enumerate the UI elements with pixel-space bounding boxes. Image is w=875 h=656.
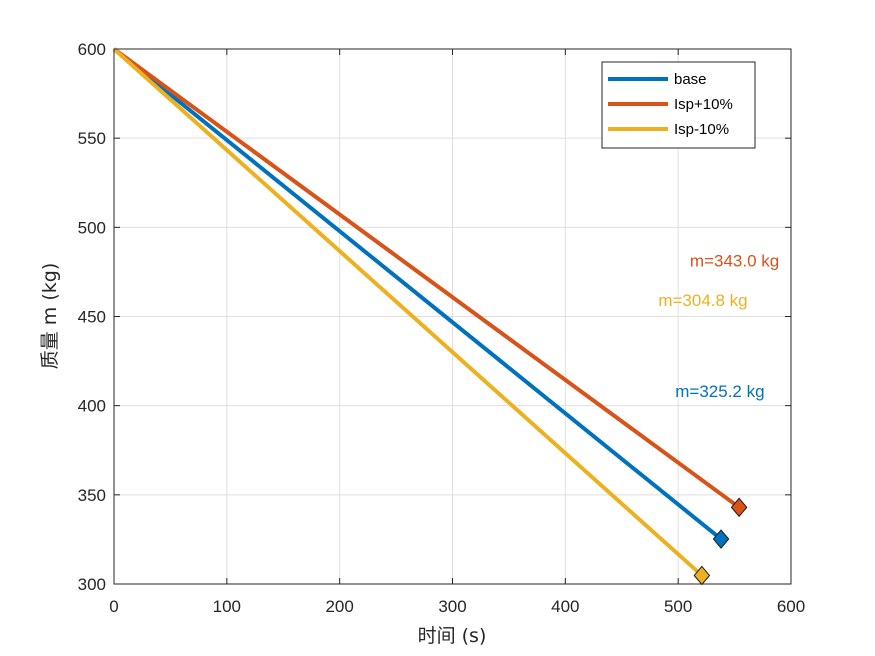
x-axis-label: 时间 (s) (418, 625, 487, 647)
end-mass-annotation: m=304.8 kg (658, 291, 747, 310)
x-tick-label: 500 (664, 597, 692, 616)
x-tick-label: 200 (325, 597, 353, 616)
annotations: m=343.0 kg m=304.8 kg m=325.2 kg (658, 252, 779, 401)
end-marker-base (712, 529, 730, 549)
y-axis-label: 质量 m (kg) (39, 263, 61, 369)
series-line-isp-10- (112, 47, 704, 577)
y-tick-label: 400 (78, 397, 106, 416)
legend-label: Isp-10% (674, 121, 729, 138)
x-tick-label: 600 (777, 597, 805, 616)
legend: base Isp+10% Isp-10% (601, 61, 756, 149)
x-tick-label: 300 (438, 597, 466, 616)
series-layer (112, 47, 748, 586)
y-tick-label: 550 (78, 129, 106, 148)
y-tick-label: 600 (78, 40, 106, 59)
x-tick-label: 100 (213, 597, 241, 616)
series-line-isp-10- (112, 47, 741, 509)
y-tick-label: 300 (78, 575, 106, 594)
y-tick-label: 500 (78, 218, 106, 237)
ticks: 0 100 200 300 400 500 600 300 350 400 450 500 550 600 (78, 40, 806, 616)
legend-label: base (674, 71, 707, 88)
x-tick-label: 400 (551, 597, 579, 616)
legend-label: Isp+10% (674, 96, 733, 113)
x-tick-label: 0 (109, 597, 118, 616)
y-tick-label: 450 (78, 308, 106, 327)
end-mass-annotation: m=343.0 kg (690, 252, 779, 271)
y-tick-label: 350 (78, 486, 106, 505)
end-mass-annotation: m=325.2 kg (675, 382, 764, 401)
end-marker-isp-10- (730, 497, 748, 518)
series-line-base (112, 47, 723, 541)
